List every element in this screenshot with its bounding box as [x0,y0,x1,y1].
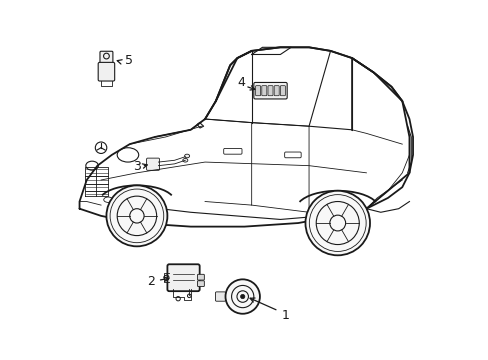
FancyBboxPatch shape [197,274,204,280]
Circle shape [187,294,191,298]
FancyBboxPatch shape [100,51,113,66]
Text: 2: 2 [147,275,155,288]
FancyBboxPatch shape [255,86,260,96]
FancyBboxPatch shape [167,264,199,291]
Text: 4: 4 [237,76,244,89]
Text: 5: 5 [125,54,133,67]
Text: 1: 1 [281,309,289,322]
FancyBboxPatch shape [197,281,204,287]
FancyBboxPatch shape [146,158,159,170]
FancyBboxPatch shape [274,86,279,96]
FancyBboxPatch shape [267,86,272,96]
Ellipse shape [183,158,187,162]
Circle shape [106,185,167,246]
Circle shape [305,191,369,255]
FancyBboxPatch shape [98,62,115,81]
Text: 3: 3 [133,160,141,173]
Circle shape [225,279,260,314]
Circle shape [240,294,244,299]
FancyBboxPatch shape [253,82,286,99]
FancyBboxPatch shape [280,86,285,96]
Ellipse shape [184,154,189,158]
FancyBboxPatch shape [215,292,225,301]
FancyBboxPatch shape [261,86,266,96]
